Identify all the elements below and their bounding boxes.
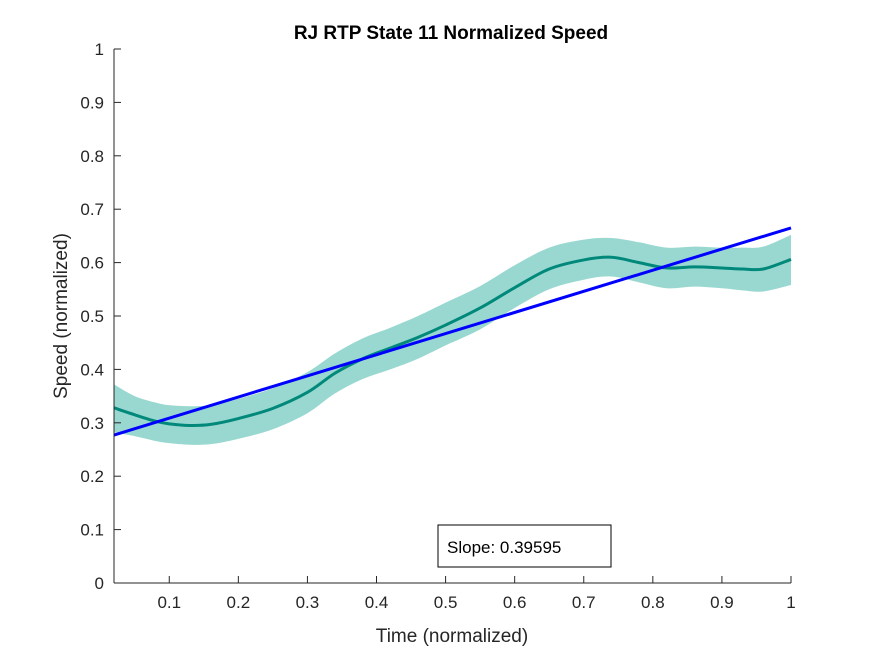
y-axis: 0 0.1 0.2 0.3 0.4 0.5 0.6 0.7 0.8 0.9 1 bbox=[80, 40, 121, 593]
linear-fit-line bbox=[113, 226, 792, 437]
y-tick-label: 0.4 bbox=[80, 360, 104, 379]
y-axis-label: Speed (normalized) bbox=[51, 233, 72, 399]
y-tick-label: 0.5 bbox=[80, 307, 104, 326]
x-tick-label: 0.2 bbox=[227, 593, 251, 612]
slope-annotation-text: Slope: 0.39595 bbox=[447, 538, 561, 557]
y-tick-label: 0.9 bbox=[80, 93, 104, 112]
confidence-band bbox=[114, 234, 791, 445]
slope-annotation-box bbox=[437, 524, 612, 568]
y-tick-label: 1 bbox=[95, 40, 104, 59]
x-tick-label: 0.5 bbox=[434, 593, 458, 612]
mean-speed-line bbox=[113, 255, 792, 428]
y-tick-label: 0.2 bbox=[80, 467, 104, 486]
x-axis: 0.1 0.2 0.3 0.4 0.5 0.6 0.7 0.8 0.9 1 bbox=[114, 576, 796, 612]
x-tick-label: 1 bbox=[786, 593, 795, 612]
y-tick-label: 0 bbox=[95, 574, 104, 593]
chart-title: RJ RTP State 11 Normalized Speed bbox=[294, 23, 608, 44]
x-tick-label: 0.3 bbox=[296, 593, 320, 612]
x-tick-label: 0.4 bbox=[365, 593, 389, 612]
x-tick-label: 0.7 bbox=[572, 593, 596, 612]
y-tick-label: 0.7 bbox=[80, 200, 104, 219]
y-tick-label: 0.3 bbox=[80, 414, 104, 433]
y-tick-label: 0.8 bbox=[80, 147, 104, 166]
slope-annotation: Slope: 0.39595 bbox=[437, 524, 612, 568]
x-tick-label: 0.9 bbox=[710, 593, 734, 612]
y-tick-label: 0.6 bbox=[80, 254, 104, 273]
x-tick-label: 0.6 bbox=[503, 593, 527, 612]
x-axis-label: Time (normalized) bbox=[376, 626, 528, 647]
y-tick-label: 0.1 bbox=[80, 521, 104, 540]
plot-area bbox=[113, 226, 792, 445]
x-tick-label: 0.8 bbox=[641, 593, 665, 612]
x-tick-label: 0.1 bbox=[157, 593, 181, 612]
